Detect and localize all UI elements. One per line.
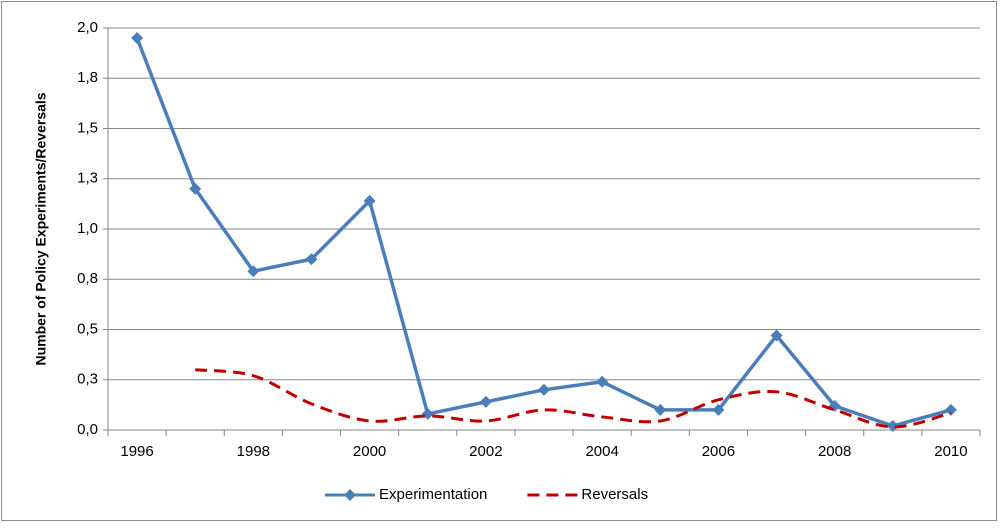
y-tick-label: 1,5 — [77, 119, 98, 136]
data-point — [886, 419, 899, 432]
x-tick-label: 1996 — [120, 443, 153, 460]
data-point — [189, 182, 202, 195]
y-tick-label: 0,5 — [77, 320, 98, 337]
x-tick-label: 2004 — [585, 443, 618, 460]
chart-border — [1, 1, 997, 521]
x-tick-label: 2000 — [353, 443, 386, 460]
data-point — [770, 329, 783, 342]
x-tick-label: 1998 — [237, 443, 270, 460]
data-point — [538, 383, 550, 396]
x-tick-label: 2008 — [818, 443, 851, 460]
legend-label: Experimentation — [379, 486, 487, 503]
data-point — [596, 375, 609, 388]
y-tick-label: 0,0 — [77, 421, 98, 438]
data-point — [131, 32, 144, 45]
y-axis-title: Number of Policy Experiments/Reversals — [33, 92, 49, 365]
data-point — [363, 194, 376, 207]
x-tick-label: 2010 — [934, 443, 967, 460]
data-point — [305, 253, 318, 266]
x-tick-label: 2002 — [469, 443, 502, 460]
y-tick-label: 2,0 — [77, 19, 98, 36]
x-tick-label: 2006 — [702, 443, 735, 460]
data-point — [712, 403, 725, 416]
y-tick-label: 1,8 — [77, 69, 98, 86]
legend-marker — [344, 489, 356, 501]
data-point — [479, 395, 492, 408]
y-tick-label: 1,3 — [77, 170, 98, 187]
data-point — [944, 403, 957, 416]
legend-label: Reversals — [581, 486, 648, 503]
y-tick-label: 1,0 — [77, 220, 98, 237]
series-line — [195, 368, 952, 429]
y-tick-label: 0,8 — [77, 270, 98, 287]
data-point — [247, 265, 260, 278]
data-point — [654, 403, 667, 416]
y-tick-label: 0,3 — [77, 371, 98, 388]
